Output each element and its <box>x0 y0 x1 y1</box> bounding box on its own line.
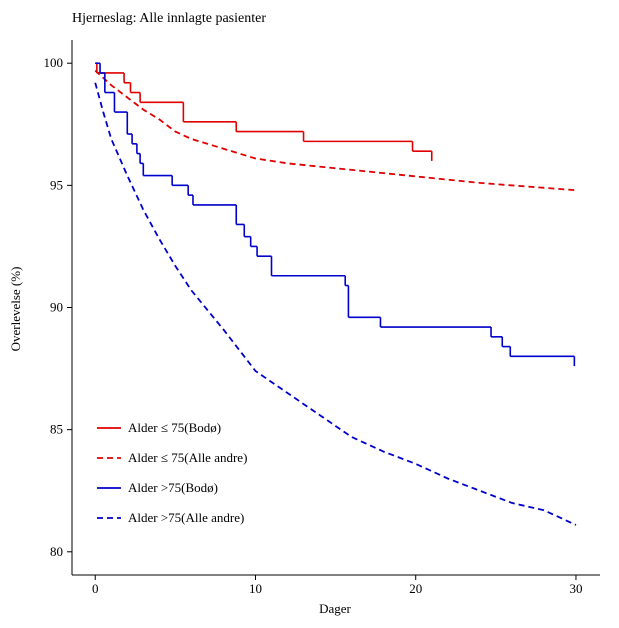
legend-label: Alder >75(Alle andre) <box>128 510 244 525</box>
legend-label: Alder ≤ 75(Alle andre) <box>128 450 247 465</box>
x-tick-label: 10 <box>249 581 262 596</box>
y-tick-label: 95 <box>50 177 63 192</box>
x-tick-label: 20 <box>409 581 422 596</box>
survival-line <box>94 82 577 526</box>
y-tick-label: 80 <box>50 544 63 559</box>
x-tick-label: 30 <box>569 581 582 596</box>
chart-title: Hjerneslag: Alle innlagte pasienter <box>72 11 266 26</box>
x-tick-label: 0 <box>92 581 99 596</box>
y-tick-label: 90 <box>50 300 63 315</box>
y-tick-label: 100 <box>44 55 64 70</box>
x-axis-label: Dager <box>319 601 351 616</box>
y-axis-label: Overlevelse (%) <box>8 267 23 352</box>
legend-label: Alder >75(Bodø) <box>128 480 218 495</box>
y-tick-label: 85 <box>50 422 63 437</box>
legend-label: Alder ≤ 75(Bodø) <box>128 420 221 435</box>
survival-line <box>94 69 577 192</box>
